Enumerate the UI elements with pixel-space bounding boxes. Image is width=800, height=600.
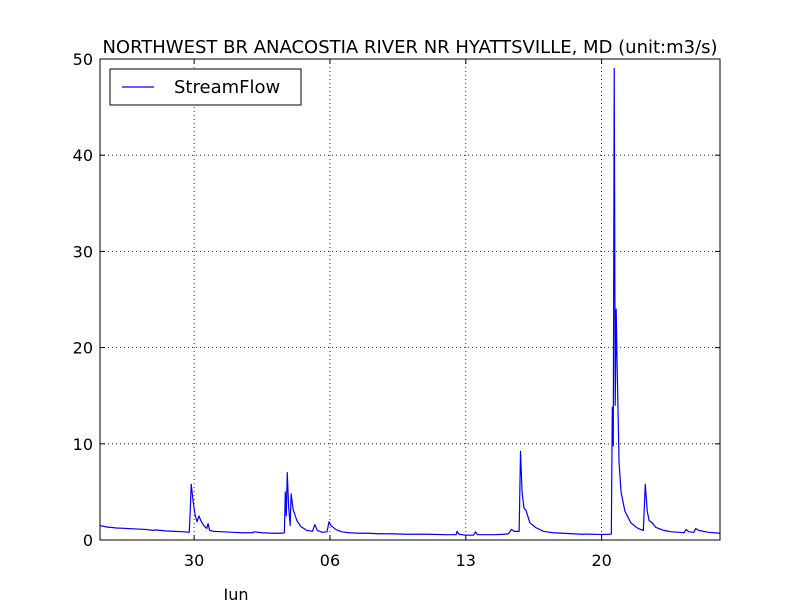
x-tick-label: 06: [320, 551, 340, 570]
y-tick-label: 50: [73, 50, 93, 69]
y-tick-label: 20: [73, 339, 93, 358]
legend-label-streamflow: StreamFlow: [174, 77, 280, 98]
y-tick-label: 0: [83, 531, 93, 550]
chart-title: NORTHWEST BR ANACOSTIA RIVER NR HYATTSVI…: [102, 37, 717, 58]
y-tick-label: 10: [73, 435, 93, 454]
series-line-streamflow: [99, 68, 721, 536]
x-month-label: Jun: [223, 585, 249, 600]
x-tick-label: 20: [591, 551, 611, 570]
plot-area-frame: [99, 58, 721, 541]
series-lines: [99, 68, 721, 536]
y-tick-label: 30: [73, 242, 93, 261]
legend: StreamFlow: [109, 68, 302, 106]
x-tick-label: 30: [184, 551, 204, 570]
axis-ticks: 0 10 20 30 40 50 30 06 13 20: [73, 50, 720, 570]
y-tick-label: 40: [73, 146, 93, 165]
x-tick-label: 13: [456, 551, 476, 570]
